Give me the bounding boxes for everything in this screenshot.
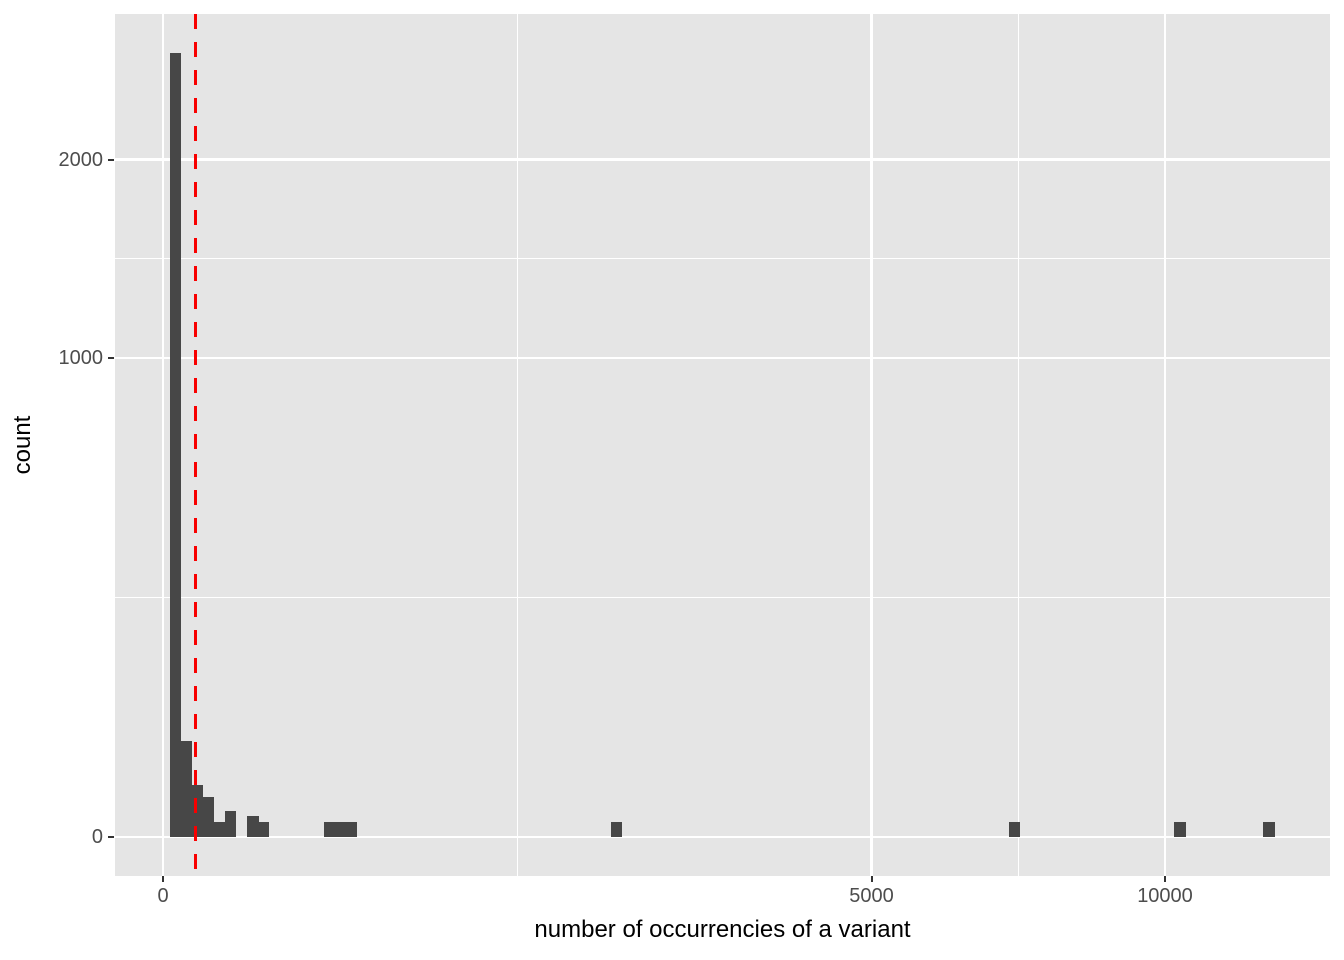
histogram-bar <box>1263 821 1275 837</box>
gridline-y-major <box>115 835 1330 839</box>
y-tick-mark <box>108 836 114 838</box>
x-tick-mark <box>1164 876 1166 882</box>
gridline-y-minor <box>115 258 1330 260</box>
x-tick-label: 5000 <box>849 885 894 907</box>
histogram-bar <box>180 741 193 837</box>
y-tick-label: 1000 <box>58 347 104 369</box>
reference-vline <box>194 14 198 876</box>
histogram-bar <box>1173 821 1186 837</box>
y-axis-title: count <box>9 415 36 475</box>
y-tick-mark <box>108 357 114 359</box>
x-tick-label: 10000 <box>1137 885 1193 907</box>
x-tick-mark <box>870 876 873 882</box>
histogram-bar <box>225 810 236 837</box>
gridline-y-minor <box>115 596 1330 599</box>
histogram-bar <box>202 796 214 837</box>
histogram-bar <box>247 815 259 837</box>
plot-panel <box>115 14 1330 876</box>
gridline-x-major <box>1163 14 1167 876</box>
histogram-bar <box>170 52 181 837</box>
gridline-x-major <box>161 14 165 876</box>
y-tick-mark <box>108 158 114 161</box>
gridline-y-major <box>115 356 1330 360</box>
histogram-bar <box>213 821 225 837</box>
histogram-bar <box>323 821 358 837</box>
gridline-x-minor <box>516 14 518 876</box>
y-tick-label: 2000 <box>58 148 104 171</box>
histogram-bar <box>610 821 622 837</box>
x-tick-mark <box>162 876 164 882</box>
x-tick-label: 0 <box>157 885 169 907</box>
histogram-bar <box>192 784 203 837</box>
histogram-bar <box>259 821 269 837</box>
gridline-x-major <box>870 14 873 876</box>
y-tick-label: 0 <box>91 826 103 848</box>
histogram-bar <box>1009 821 1020 837</box>
gridline-y-major <box>115 158 1330 161</box>
gridline-x-minor <box>1017 14 1019 876</box>
x-axis-title: number of occurrencies of a variant <box>534 916 911 943</box>
